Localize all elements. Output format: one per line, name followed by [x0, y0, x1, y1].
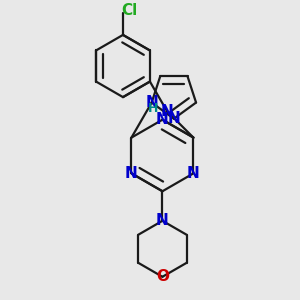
Text: O: O — [156, 269, 169, 284]
Text: N: N — [125, 166, 138, 181]
Text: N: N — [156, 112, 169, 127]
Text: N: N — [161, 104, 173, 119]
Text: H: H — [148, 102, 158, 115]
Text: N: N — [187, 166, 200, 181]
Text: N: N — [145, 95, 158, 110]
Text: N: N — [156, 213, 169, 228]
Text: Cl: Cl — [121, 2, 137, 17]
Text: N: N — [167, 111, 180, 126]
